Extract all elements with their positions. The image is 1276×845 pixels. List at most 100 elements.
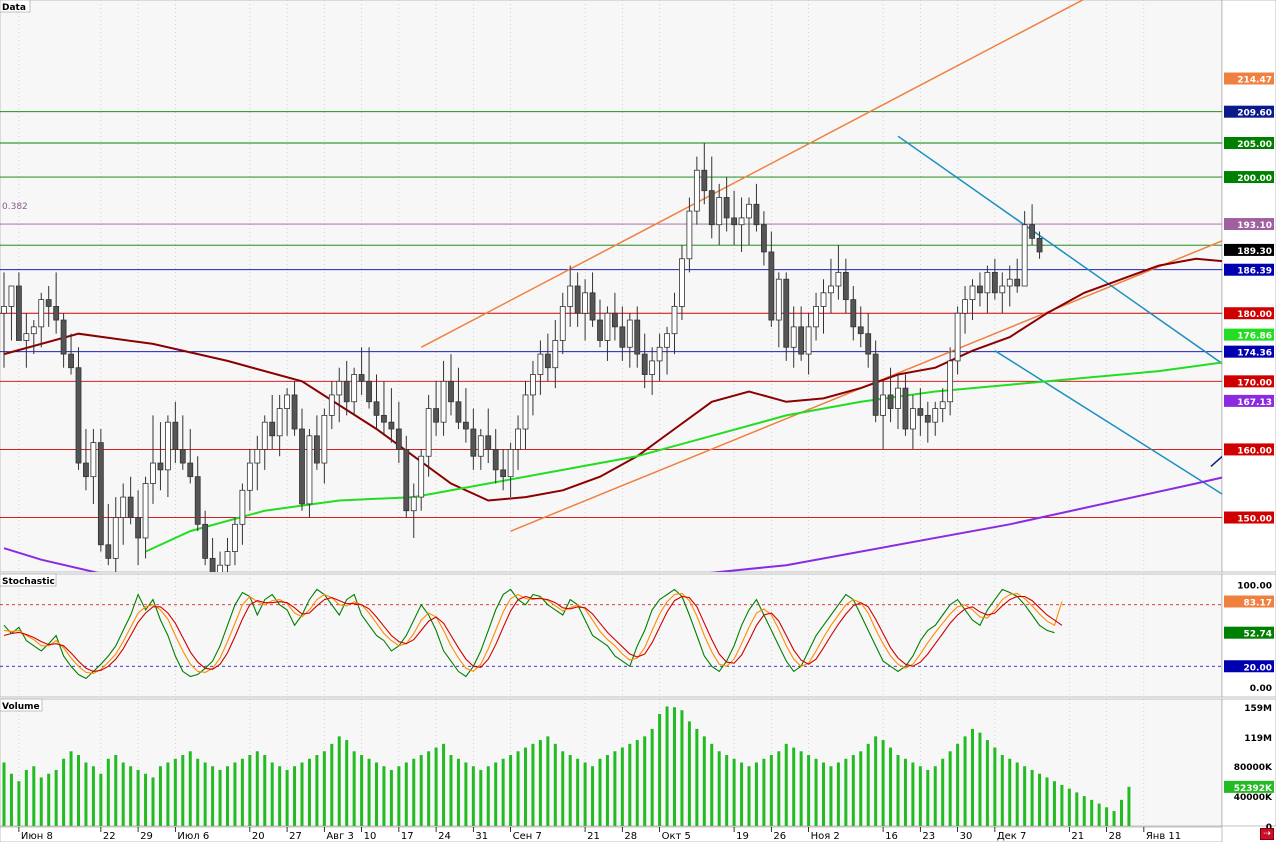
menu-icon[interactable]: ⇢: [1260, 828, 1274, 840]
volume-bar: [1120, 800, 1123, 826]
volume-bar: [196, 759, 199, 826]
volume-bar: [1001, 755, 1004, 826]
date-tick-label: 16: [885, 831, 898, 842]
volume-bar: [964, 736, 967, 826]
volume-bar: [613, 751, 616, 826]
volume-bar: [546, 736, 549, 826]
volume-bar: [390, 770, 393, 826]
volume-bar: [919, 766, 922, 826]
price-label: 205.00: [1224, 137, 1274, 150]
volume-bar: [509, 755, 512, 826]
volume-bar: [777, 751, 780, 826]
volume-bar: [256, 751, 259, 826]
date-tick-label: 30: [960, 831, 973, 842]
price-label: 209.60: [1224, 106, 1274, 119]
volume-bar: [539, 740, 542, 826]
volume-bar: [785, 744, 788, 826]
volume-axis-label: 159M: [1244, 704, 1272, 714]
volume-bar: [412, 759, 415, 826]
volume-bar: [599, 759, 602, 826]
volume-bar: [3, 763, 6, 827]
volume-bar: [755, 763, 758, 827]
volume-bar: [47, 774, 50, 826]
volume-bar: [695, 729, 698, 826]
volume-bar: [874, 736, 877, 826]
price-label-text: 205.00: [1237, 140, 1272, 150]
stochastic-value-label: 52.74: [1224, 627, 1274, 640]
volume-bar: [941, 759, 944, 826]
volume-bar: [226, 766, 229, 826]
date-tick-label: Ноя 2: [811, 831, 840, 842]
volume-bar: [926, 770, 929, 826]
price-label: 189.30: [1224, 244, 1274, 257]
volume-bar: [956, 744, 959, 826]
volume-bar: [897, 755, 900, 826]
price-panel-background: [0, 0, 1222, 572]
volume-bar: [84, 763, 87, 827]
price-label: 214.47: [1224, 73, 1274, 86]
date-tick-label: Сен 7: [513, 831, 542, 842]
volume-bar: [233, 763, 236, 827]
volume-bar: [442, 744, 445, 826]
volume-bar: [137, 770, 140, 826]
volume-bar: [323, 751, 326, 826]
stochastic-value-label: 20.00: [1224, 660, 1274, 673]
price-label-text: 176.86: [1237, 332, 1272, 342]
volume-bar: [159, 766, 162, 826]
volume-bar: [837, 763, 840, 827]
date-tick-label: 27: [289, 831, 302, 842]
price-label-text: 214.47: [1237, 76, 1272, 86]
volume-bar: [651, 729, 654, 826]
volume-bar: [621, 748, 624, 826]
volume-bar: [792, 748, 795, 826]
volume-bar: [889, 748, 892, 826]
volume-bar: [1031, 770, 1034, 826]
volume-bar: [934, 766, 937, 826]
price-panel-title: Data: [2, 3, 26, 13]
volume-bar: [62, 759, 65, 826]
stochastic-value-label: 83.17: [1224, 596, 1274, 609]
volume-bar: [628, 744, 631, 826]
volume-bar: [271, 763, 274, 827]
volume-bar: [710, 744, 713, 826]
volume-panel-title: Volume: [2, 702, 40, 712]
volume-bar: [531, 744, 534, 826]
volume-bar: [658, 714, 661, 826]
volume-bar: [1105, 807, 1108, 826]
volume-bar: [330, 744, 333, 826]
volume-bar: [25, 770, 28, 826]
volume-bar: [882, 740, 885, 826]
volume-bar: [725, 755, 728, 826]
volume-bar: [450, 755, 453, 826]
volume-bar: [859, 751, 862, 826]
volume-bar: [368, 759, 371, 826]
volume-bar: [807, 755, 810, 826]
date-tick-label: Окт 5: [662, 831, 691, 842]
volume-bar: [360, 755, 363, 826]
volume-bar: [829, 766, 832, 826]
volume-bar: [569, 755, 572, 826]
volume-bar: [748, 766, 751, 826]
price-label-text: 160.00: [1237, 446, 1272, 456]
volume-bar: [241, 759, 244, 826]
volume-bar: [122, 763, 125, 827]
volume-bar: [375, 763, 378, 827]
volume-axis-label: 119M: [1244, 734, 1272, 744]
volume-bar: [10, 774, 13, 826]
volume-bar: [1008, 759, 1011, 826]
volume-bar: [986, 740, 989, 826]
stochastic-value-label-text: 20.00: [1244, 663, 1272, 673]
volume-bar: [666, 706, 669, 826]
date-tick-label: 28: [1109, 831, 1122, 842]
volume-bar: [55, 770, 58, 826]
volume-bar: [770, 755, 773, 826]
date-tick-label: 21: [1071, 831, 1084, 842]
date-tick-label: 24: [438, 831, 451, 842]
volume-bar: [278, 766, 281, 826]
volume-bar: [99, 774, 102, 826]
volume-bar: [174, 759, 177, 826]
date-tick-label: 23: [922, 831, 935, 842]
fib-label: 0.382: [2, 202, 28, 212]
price-label: 180.00: [1224, 307, 1274, 320]
